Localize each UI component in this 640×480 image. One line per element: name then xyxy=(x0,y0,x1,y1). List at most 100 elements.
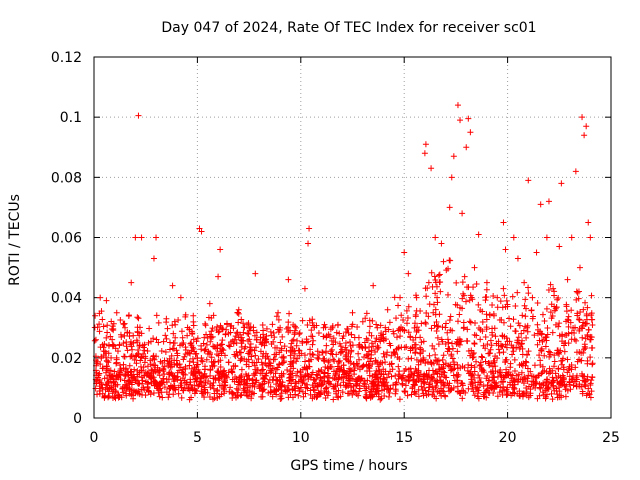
data-point xyxy=(387,342,394,349)
data-point xyxy=(315,356,322,363)
data-point xyxy=(91,337,98,344)
data-point xyxy=(322,364,329,371)
data-point xyxy=(314,348,321,355)
data-point xyxy=(103,297,110,304)
data-point xyxy=(162,332,169,339)
data-point xyxy=(435,341,442,348)
data-point xyxy=(348,384,355,391)
data-point xyxy=(514,289,521,296)
data-point xyxy=(396,368,403,375)
data-point xyxy=(562,386,569,393)
data-point xyxy=(568,234,575,241)
data-point xyxy=(413,294,420,301)
data-point xyxy=(327,350,334,357)
data-point xyxy=(315,367,322,374)
data-point xyxy=(390,330,397,337)
data-point xyxy=(375,363,382,370)
data-point xyxy=(531,362,538,369)
data-point xyxy=(330,335,337,342)
data-point xyxy=(207,338,214,345)
data-point xyxy=(269,393,276,400)
data-point xyxy=(510,234,517,241)
chart-title: Day 047 of 2024, Rate Of TEC Index for r… xyxy=(161,20,536,36)
data-point xyxy=(534,299,541,306)
data-point xyxy=(114,381,121,388)
data-point xyxy=(340,379,347,386)
data-point xyxy=(559,372,566,379)
data-point xyxy=(483,326,490,333)
data-point xyxy=(470,354,477,361)
data-point xyxy=(188,347,195,354)
data-point xyxy=(467,372,474,379)
data-point xyxy=(366,323,373,330)
data-point xyxy=(554,391,561,398)
data-point xyxy=(482,294,489,301)
data-point xyxy=(425,391,432,398)
data-point xyxy=(232,353,239,360)
data-point xyxy=(415,361,422,368)
data-point xyxy=(370,385,377,392)
data-point xyxy=(155,389,162,396)
data-point xyxy=(547,351,554,358)
data-point xyxy=(504,301,511,308)
data-point xyxy=(238,366,245,373)
data-point xyxy=(289,337,296,344)
data-point xyxy=(536,337,543,344)
data-point xyxy=(428,359,435,366)
data-point xyxy=(280,353,287,360)
data-point xyxy=(564,276,571,283)
data-point xyxy=(321,378,328,385)
data-point xyxy=(221,390,228,397)
data-point xyxy=(447,387,454,394)
data-point xyxy=(446,257,453,264)
x-tick-label: 15 xyxy=(395,430,413,446)
data-point xyxy=(252,379,259,386)
data-point xyxy=(188,365,195,372)
data-point xyxy=(514,337,521,344)
data-point xyxy=(573,337,580,344)
data-point xyxy=(145,387,152,394)
data-point xyxy=(550,363,557,370)
data-point xyxy=(218,341,225,348)
data-point xyxy=(509,382,516,389)
data-point xyxy=(258,367,265,374)
data-point xyxy=(436,373,443,380)
data-point xyxy=(105,359,112,366)
y-tick-label: 0 xyxy=(73,411,82,427)
data-point xyxy=(555,294,562,301)
x-tick-label: 25 xyxy=(602,430,620,446)
data-point xyxy=(543,305,550,312)
data-point xyxy=(289,345,296,352)
data-point xyxy=(581,343,588,350)
data-point xyxy=(314,354,321,361)
data-point xyxy=(251,372,258,379)
data-point xyxy=(161,371,168,378)
data-point xyxy=(361,383,368,390)
data-point xyxy=(370,343,377,350)
data-point xyxy=(508,375,515,382)
data-point xyxy=(269,321,276,328)
data-point xyxy=(199,358,206,365)
data-point xyxy=(301,285,308,292)
data-point xyxy=(502,358,509,365)
data-point xyxy=(392,388,399,395)
data-point xyxy=(389,366,396,373)
data-point xyxy=(191,370,198,377)
data-point xyxy=(372,358,379,365)
data-point xyxy=(196,225,203,232)
data-point xyxy=(297,384,304,391)
data-point xyxy=(494,382,501,389)
data-point xyxy=(510,348,517,355)
data-point xyxy=(502,341,509,348)
data-point xyxy=(190,336,197,343)
data-point xyxy=(235,306,242,313)
data-point xyxy=(104,358,111,365)
data-point xyxy=(343,372,350,379)
data-point xyxy=(475,387,482,394)
data-point xyxy=(555,323,562,330)
data-point xyxy=(363,361,370,368)
data-point xyxy=(476,325,483,332)
data-point xyxy=(122,372,129,379)
data-point xyxy=(468,379,475,386)
data-point xyxy=(477,378,484,385)
